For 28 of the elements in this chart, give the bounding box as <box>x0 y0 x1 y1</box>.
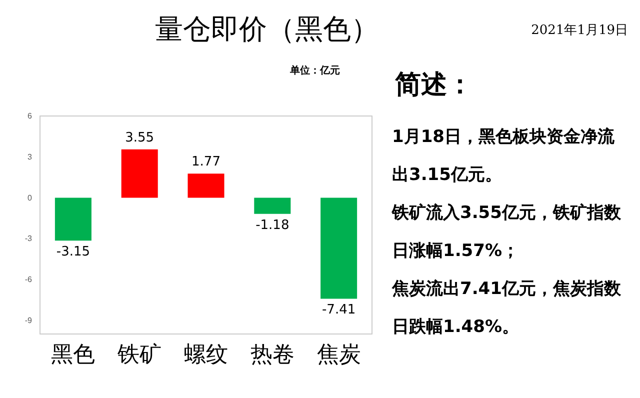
bar <box>320 198 358 299</box>
y-tick-label: 0 <box>28 193 33 202</box>
bar <box>54 198 92 241</box>
y-tick-label: -6 <box>24 275 33 284</box>
y-tick-label: -3 <box>24 234 33 244</box>
data-label: -3.15 <box>56 244 90 260</box>
data-label: -7.41 <box>322 302 356 318</box>
data-label: 1.77 <box>192 154 220 170</box>
y-tick-label: 6 <box>28 112 33 120</box>
text: 简述： <box>394 70 473 100</box>
chart-subtitle: 单位：亿元 <box>289 64 340 76</box>
bar <box>254 198 291 214</box>
data-label: 3.55 <box>125 130 154 146</box>
y-tick-label: 3 <box>28 152 33 162</box>
x-tick-label: 热卷 <box>250 342 294 368</box>
text: 焦炭流出7.41亿元，焦炭指数日跌幅1.48%。 <box>391 279 622 337</box>
text: 铁矿流入3.55亿元，铁矿指数日涨幅1.57%； <box>391 203 622 261</box>
text: 1月18日，黑色板块资金净流出3.15亿元。 <box>392 127 616 185</box>
x-tick-label: 黑色 <box>51 342 96 368</box>
bar <box>121 149 158 198</box>
x-tick-label: 螺纹 <box>184 342 228 368</box>
data-label: -1.18 <box>256 218 290 233</box>
bar <box>188 174 224 198</box>
x-tick-label: 铁矿 <box>116 342 162 368</box>
y-tick-label: -9 <box>24 316 33 325</box>
text: 2021年1月19日 <box>531 23 628 38</box>
x-tick-label: 焦炭 <box>316 342 361 368</box>
chart-title: 量仓即价（黑色） <box>155 12 379 46</box>
